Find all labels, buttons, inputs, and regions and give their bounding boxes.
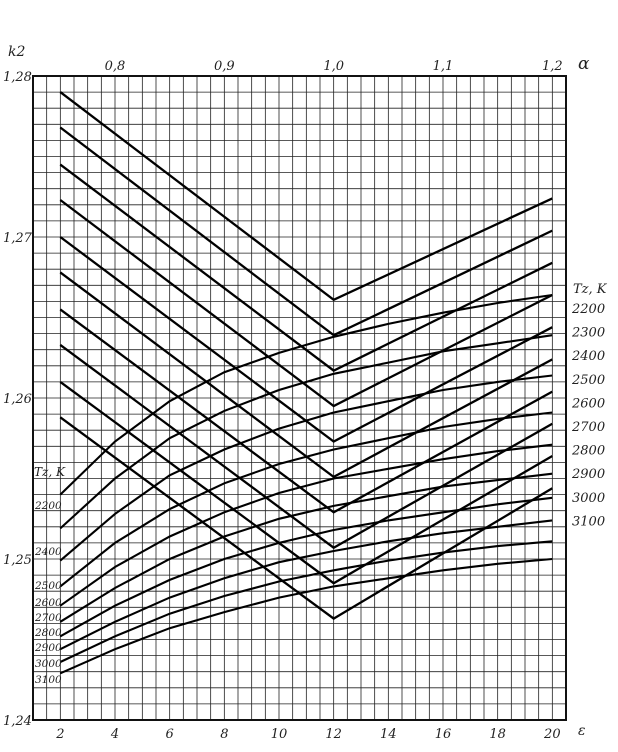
alpha-curve: [59, 271, 553, 479]
bottom-tick-label: 10: [271, 727, 288, 742]
bottom-tick-label: 6: [166, 727, 174, 742]
tz-curve: [59, 519, 553, 651]
tz-curve: [59, 472, 553, 623]
legend-right-entry: 2900: [571, 467, 605, 482]
y-tick-label: 1,27: [3, 231, 33, 246]
legend-right-entry: 2600: [571, 396, 605, 411]
legend-right-entry: 2500: [571, 373, 605, 388]
alpha-curve: [59, 343, 553, 550]
legend-right-entry: 3100: [572, 514, 605, 529]
top-tick-label: 1,0: [323, 59, 344, 74]
y-tick-label: 1,25: [3, 553, 32, 568]
tz-curve: [59, 374, 553, 562]
y-tick-label: 1,24: [3, 714, 32, 729]
y-tick-label: 1,28: [3, 70, 32, 85]
alpha-curve: [59, 163, 553, 372]
y-tick-label: 1,26: [3, 392, 32, 407]
legend-right-entry: 3000: [572, 491, 605, 506]
alpha-curve: [59, 126, 553, 337]
legend-left-title: Tz, K: [34, 465, 66, 479]
legend-left-entry: 2400: [34, 546, 62, 558]
top-tick-label: 1,2: [542, 59, 563, 74]
tz-curve: [59, 443, 553, 607]
top-tick-label: 1,1: [433, 59, 454, 74]
tz-curve: [59, 496, 553, 638]
legend-right-title: Tz, K: [573, 282, 608, 297]
tz-curve: [59, 557, 553, 675]
bottom-tick-label: 16: [435, 727, 452, 742]
legend-right-entry: 2800: [571, 444, 605, 459]
bottom-tick-label: 20: [543, 727, 561, 742]
legend-left-entry: 2800: [34, 627, 62, 639]
alpha-curve: [59, 416, 553, 620]
legend-right-entry: 2300: [571, 326, 605, 341]
legend-left-entry: 3000: [35, 658, 62, 670]
y-axis-label: k2: [8, 44, 25, 60]
top-tick-label: 0,9: [214, 59, 235, 74]
epsilon-curves: [59, 293, 553, 675]
alpha-curve: [59, 380, 553, 585]
plot-frame: [32, 75, 567, 721]
tz-curve: [59, 411, 553, 588]
legend-left-entry: 2600: [34, 597, 62, 609]
legend-left-entry: 2700: [34, 612, 62, 624]
legend-left-entry: 2500: [34, 580, 62, 592]
alpha-curve: [59, 236, 553, 443]
alpha-curve: [59, 91, 553, 302]
top-tick-label: 0,8: [105, 59, 126, 74]
bottom-axis-label: ε: [578, 723, 586, 739]
top-axis-label: α: [578, 54, 590, 74]
legend-right-entry: 2200: [571, 302, 605, 317]
alpha-curves: [59, 91, 553, 620]
alpha-curve: [59, 199, 553, 408]
tz-curve: [59, 334, 553, 530]
legend-left-entry: 2900: [34, 642, 62, 654]
legend-left-entry: 3100: [35, 674, 62, 686]
bottom-tick-label: 18: [489, 727, 506, 742]
bottom-tick-label: 12: [325, 727, 342, 742]
bottom-tick-label: 2: [55, 727, 64, 742]
tz-curve: [59, 540, 553, 663]
tz-curve: [59, 293, 553, 496]
alpha-curve: [59, 308, 553, 514]
legend-right-entry: 2700: [571, 420, 605, 435]
bottom-tick-label: 4: [110, 727, 119, 742]
legend-right-entry: 2400: [571, 349, 605, 364]
legend-left-entry: 2200: [34, 500, 62, 512]
bottom-tick-label: 8: [220, 727, 228, 742]
labels: k2 ε α Tz, K Tz, K 2 4 6 8 10 12 14 16 18 20 0,8 0,…: [3, 44, 608, 742]
bottom-tick-label: 14: [380, 727, 397, 742]
